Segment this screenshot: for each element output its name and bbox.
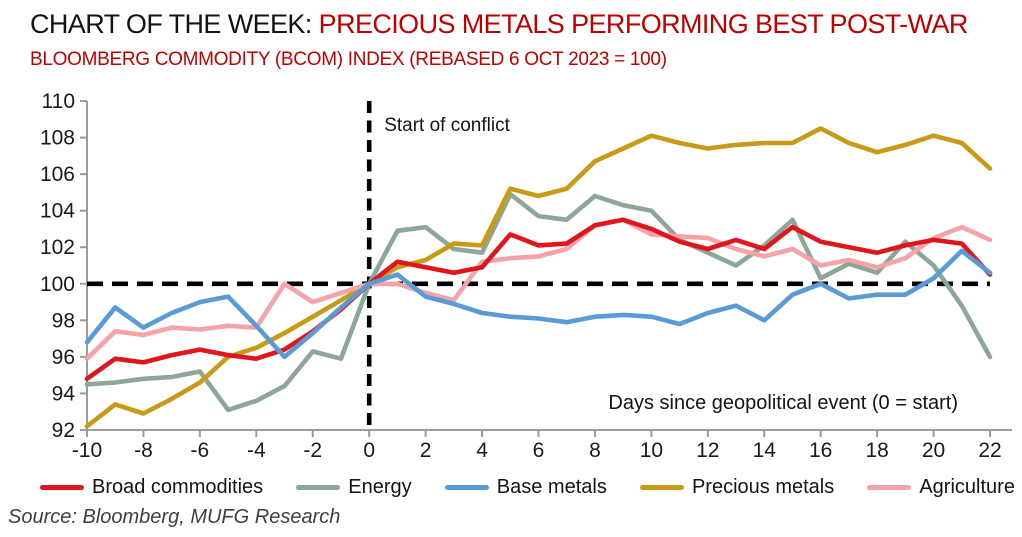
- y-tick-label: 94: [52, 382, 76, 405]
- x-tick-label: 0: [363, 439, 375, 462]
- start-of-conflict-label: Start of conflict: [384, 115, 510, 136]
- series-line-agriculture: [84, 217, 993, 362]
- legend-swatch-agriculture: [867, 485, 912, 490]
- legend-label-broad-commodities: Broad commodities: [92, 476, 264, 498]
- legend-swatch-precious-metals: [639, 485, 684, 490]
- source-note: Source: Bloomberg, MUFG Research: [8, 506, 341, 528]
- legend-swatch-base-metals: [444, 485, 489, 490]
- x-tick-label: 16: [809, 439, 832, 462]
- legend-item-precious-metals: Precious metals: [639, 476, 835, 499]
- legend-label-energy: Energy: [348, 476, 412, 498]
- y-tick-label: 106: [40, 163, 75, 186]
- x-tick-label: -10: [72, 439, 102, 462]
- y-tick-label: 96: [52, 346, 75, 369]
- x-tick-label: -4: [247, 439, 266, 462]
- legend-item-energy: Energy: [296, 476, 412, 499]
- series-line-broad-commodities: [84, 217, 993, 382]
- x-tick-label: -8: [134, 439, 153, 462]
- legend-swatch-energy: [296, 485, 341, 490]
- x-tick-label: -2: [303, 439, 322, 462]
- chart-legend: Broad commodities Energy Base metals Precio…: [40, 476, 1015, 499]
- x-tick-label: 12: [696, 439, 719, 462]
- x-tick-label: 20: [922, 439, 945, 462]
- legend-label-base-metals: Base metals: [496, 476, 607, 498]
- x-tick-label: 8: [589, 439, 601, 462]
- x-tick-label: -6: [191, 439, 210, 462]
- series-line-base-metals: [84, 248, 993, 360]
- y-tick-label: 92: [52, 419, 75, 442]
- y-tick-label: 98: [52, 309, 75, 332]
- y-tick-label: 110: [42, 90, 75, 113]
- legend-item-base-metals: Base metals: [444, 476, 607, 499]
- page-title: CHART OF THE WEEK: PRECIOUS METALS PERFO…: [30, 9, 968, 40]
- legend-label-agriculture: Agriculture: [919, 476, 1015, 498]
- x-axis-title: Days since geopolitical event (0 = start…: [608, 392, 958, 414]
- x-tick-label: 22: [978, 439, 1001, 462]
- legend-swatch-broad-commodities: [40, 485, 84, 490]
- y-tick-label: 100: [40, 273, 75, 296]
- title-highlight: PRECIOUS METALS PERFORMING BEST POST-WAR: [318, 9, 969, 39]
- x-tick-label: 14: [753, 439, 777, 462]
- x-tick-label: 4: [476, 439, 488, 462]
- legend-label-precious-metals: Precious metals: [691, 476, 835, 498]
- legend-item-agriculture: Agriculture: [867, 476, 1015, 499]
- chart-subtitle: BLOOMBERG COMMODITY (BCOM) INDEX (REBASE…: [30, 49, 667, 70]
- legend-item-broad-commodities: Broad commodities: [40, 476, 263, 499]
- title-prefix: CHART OF THE WEEK:: [30, 9, 319, 39]
- y-tick-label: 102: [40, 236, 75, 259]
- series-line-precious-metals: [84, 126, 993, 429]
- series-line-energy: [84, 191, 993, 413]
- x-tick-label: 6: [533, 439, 545, 462]
- y-tick-label: 104: [40, 200, 75, 223]
- x-tick-label: 18: [865, 439, 888, 462]
- x-tick-label: 10: [640, 439, 663, 462]
- x-tick-label: 2: [420, 439, 432, 462]
- y-tick-label: 108: [40, 127, 75, 150]
